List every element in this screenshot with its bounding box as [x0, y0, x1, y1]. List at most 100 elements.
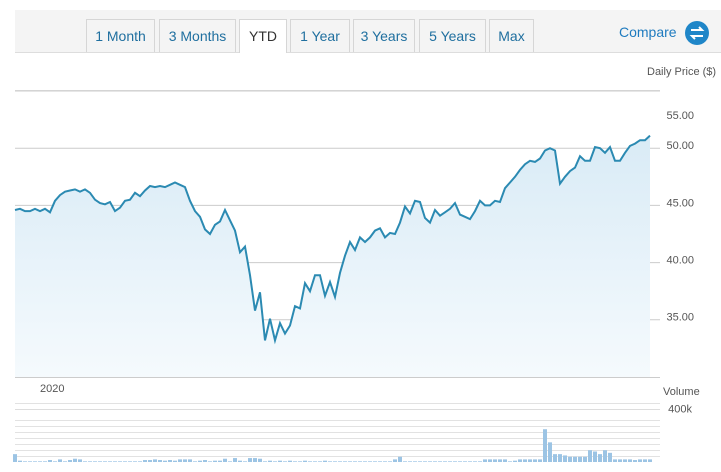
volume-bar	[33, 461, 37, 462]
volume-bar	[263, 461, 267, 462]
volume-bar	[243, 461, 247, 462]
volume-bar	[278, 460, 282, 462]
volume-bar	[593, 451, 597, 462]
volume-bar	[228, 461, 232, 462]
y-tick-label: 45.00	[666, 197, 694, 209]
volume-bar	[248, 458, 252, 462]
volume-bar	[418, 461, 422, 462]
volume-bar	[633, 460, 637, 462]
volume-bar	[208, 461, 212, 462]
volume-bar	[193, 461, 197, 462]
volume-bar	[318, 461, 322, 462]
volume-bar	[463, 461, 467, 462]
volume-bar	[488, 459, 492, 462]
volume-bar	[143, 460, 147, 462]
volume-bar	[268, 460, 272, 462]
volume-bar	[53, 461, 57, 462]
volume-bar	[183, 459, 187, 462]
volume-bar	[583, 456, 587, 462]
volume-bar	[428, 461, 432, 462]
volume-bar	[298, 461, 302, 462]
volume-bar	[168, 460, 172, 462]
volume-bar	[198, 460, 202, 462]
volume-bar	[643, 459, 647, 462]
volume-bar	[623, 459, 627, 462]
volume-bar	[383, 461, 387, 462]
volume-bar	[203, 460, 207, 462]
y-tick-label: 50.00	[666, 140, 694, 152]
range-tab[interactable]: 1 Year	[290, 19, 350, 52]
volume-bar	[93, 461, 97, 462]
volume-bar	[153, 459, 157, 462]
range-tab[interactable]: 5 Years	[419, 19, 486, 52]
volume-bar	[523, 459, 527, 462]
volume-bar	[403, 461, 407, 462]
volume-bar	[118, 461, 122, 462]
compare-icon[interactable]	[685, 21, 709, 45]
volume-bar	[163, 460, 167, 462]
volume-bar	[568, 456, 572, 462]
volume-bar	[503, 459, 507, 462]
y-tick-label: 35.00	[666, 312, 694, 324]
volume-bar	[158, 460, 162, 462]
volume-bar	[353, 461, 357, 462]
volume-bar	[148, 460, 152, 462]
volume-bar	[238, 460, 242, 462]
volume-bar	[188, 459, 192, 462]
volume-bar	[103, 461, 107, 462]
volume-bar	[603, 450, 607, 462]
volume-bar	[273, 461, 277, 462]
volume-bar	[508, 461, 512, 462]
volume-bar	[293, 461, 297, 462]
volume-bar	[558, 454, 562, 462]
volume-bar	[288, 460, 292, 462]
volume-bar	[528, 459, 532, 462]
price-line	[14, 134, 651, 345]
volume-bar	[468, 461, 472, 462]
volume-bar	[78, 459, 82, 462]
volume-bar	[448, 461, 452, 462]
range-tab[interactable]: 1 Month	[86, 19, 155, 52]
volume-bar	[483, 459, 487, 462]
volume-bar	[308, 461, 312, 462]
volume-bar	[213, 460, 217, 462]
volume-bar	[543, 429, 547, 462]
volume-bar	[328, 461, 332, 462]
volume-bar	[323, 460, 327, 462]
volume-rules	[15, 403, 660, 457]
range-tab[interactable]: Max	[489, 19, 534, 52]
compare-link[interactable]: Compare	[619, 24, 677, 40]
volume-bar	[363, 461, 367, 462]
volume-bar	[538, 459, 542, 462]
volume-bar	[338, 461, 342, 462]
volume-bar	[498, 459, 502, 462]
volume-bar	[408, 461, 412, 462]
volume-bar	[28, 461, 32, 462]
volume-bar	[518, 459, 522, 462]
range-tab[interactable]: 3 Years	[353, 19, 415, 52]
volume-bar	[398, 456, 402, 462]
volume-bar	[63, 461, 67, 462]
volume-bar	[423, 461, 427, 462]
volume-bar	[648, 459, 652, 462]
volume-bar	[138, 461, 142, 462]
volume-bar	[388, 461, 392, 462]
volume-bar	[223, 458, 227, 462]
volume-bar	[88, 461, 92, 462]
y-tick-label: 400k	[668, 403, 692, 415]
y-axis-title: Daily Price ($)	[647, 66, 716, 78]
compare-arrows	[689, 26, 705, 40]
volume-bar	[598, 454, 602, 462]
volume-bar	[438, 461, 442, 462]
volume-title: Volume	[663, 386, 700, 398]
volume-bar	[18, 460, 22, 462]
volume-bar	[303, 460, 307, 462]
range-tab[interactable]: 3 Months	[159, 19, 236, 52]
range-tab[interactable]: YTD	[239, 19, 287, 53]
volume-bar	[608, 452, 612, 462]
volume-bar	[133, 461, 137, 462]
volume-bar	[473, 461, 477, 462]
volume-bar	[343, 461, 347, 462]
volume-bar	[628, 459, 632, 462]
